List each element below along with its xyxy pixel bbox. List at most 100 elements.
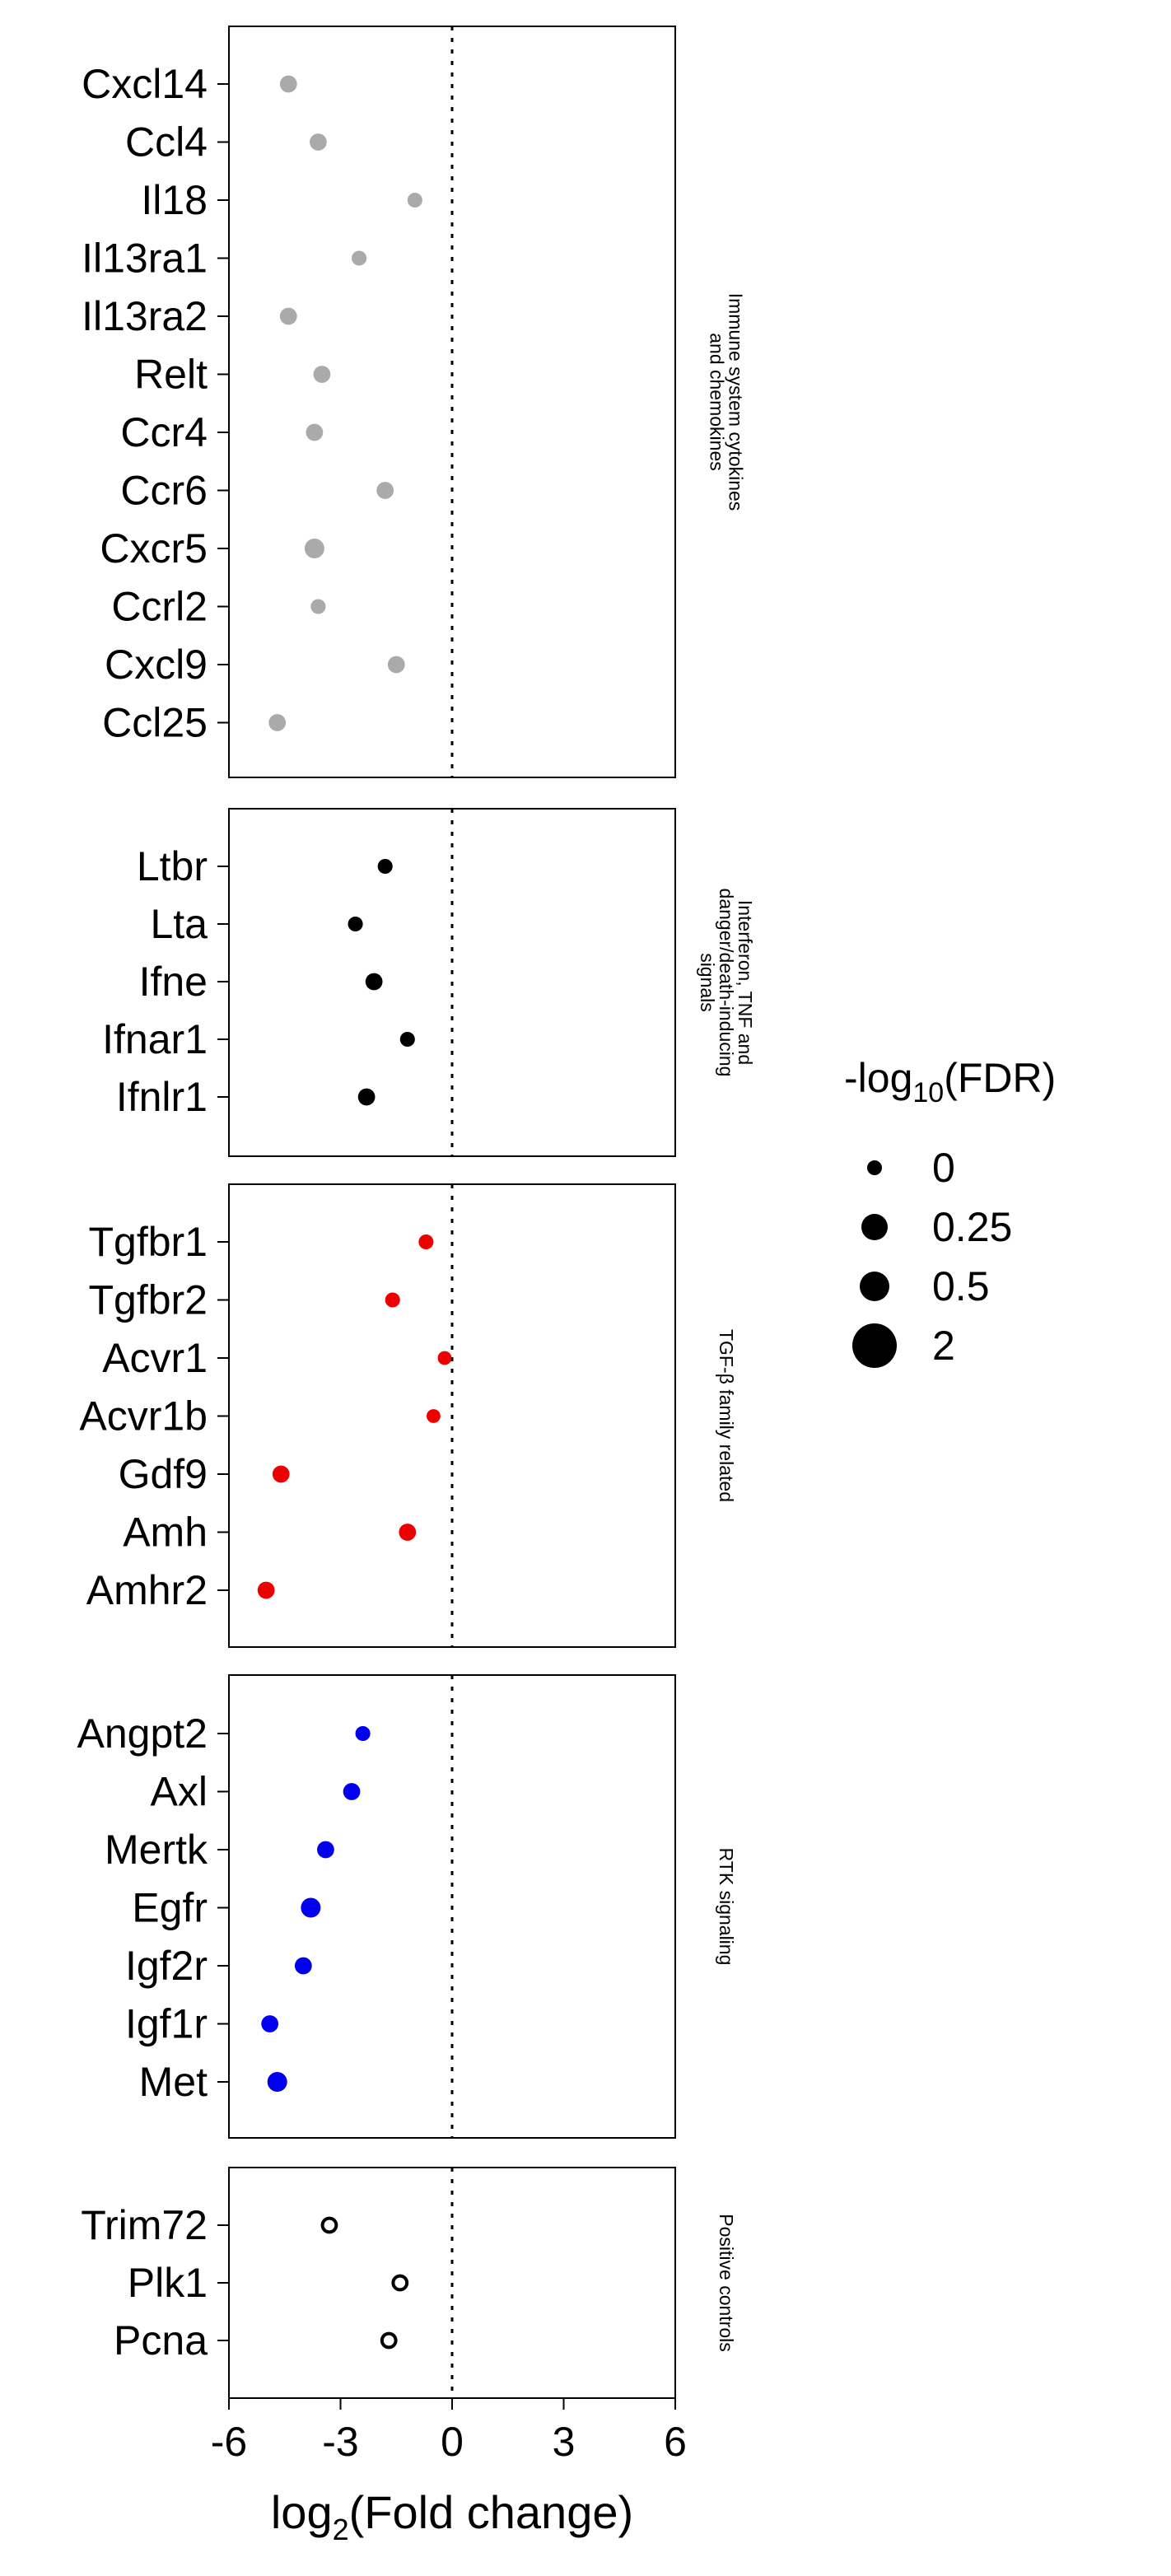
legend-title: -log10(FDR) [844, 1055, 1056, 1108]
y-tick-label: Ltbr [137, 843, 208, 889]
x-axis-title-rest: (Fold change) [349, 2486, 634, 2538]
data-point [385, 1292, 400, 1308]
data-point [357, 1088, 376, 1106]
y-tick-label: Il18 [141, 177, 208, 223]
y-tick-label: Gdf9 [119, 1451, 208, 1497]
data-point [301, 1897, 321, 1918]
y-tick-label: Acvr1 [102, 1335, 208, 1381]
data-point [313, 366, 331, 383]
data-point [343, 1783, 361, 1800]
x-tick-label: 0 [441, 2419, 464, 2465]
y-tick-label: Axl [151, 1769, 208, 1815]
data-point [348, 916, 363, 932]
legend-title-rest: (FDR) [944, 1055, 1056, 1101]
data-point [380, 2331, 398, 2350]
y-tick-label: Il13ra2 [82, 293, 208, 339]
y-tick-label: Ccrl2 [111, 584, 208, 630]
data-point [352, 250, 367, 266]
y-tick-label: Ccl25 [102, 700, 208, 746]
y-tick-label: Igf2r [125, 1943, 208, 1989]
y-tick-label: Amh [123, 1510, 208, 1556]
x-tick-label: 3 [553, 2419, 576, 2465]
strip-label: danger/death-inducing [716, 889, 737, 1077]
y-tick-label: Cxcl9 [105, 642, 208, 688]
data-point [306, 423, 324, 441]
strip-label: Immune system cytokines [725, 293, 746, 511]
y-tick-label: Acvr1b [79, 1393, 208, 1440]
data-point [257, 1581, 275, 1599]
y-tick-label: Amhr2 [86, 1567, 208, 1613]
x-tick-label: -3 [322, 2419, 358, 2465]
y-tick-label: Relt [134, 352, 208, 398]
data-point [279, 307, 297, 325]
data-point [355, 1725, 371, 1742]
y-tick-label: Cxcr5 [100, 525, 208, 572]
data-point [407, 192, 422, 208]
data-point [279, 75, 297, 93]
y-tick-label: Il13ra1 [82, 236, 208, 282]
data-point [365, 973, 383, 991]
legend-swatch [852, 1323, 897, 1368]
x-tick-label: -6 [211, 2419, 247, 2465]
y-tick-label: Cxcl14 [82, 61, 208, 107]
data-point [310, 599, 326, 614]
legend-title-subscript: 10 [912, 1077, 944, 1108]
strip-label: Interferon, TNF and [735, 900, 756, 1065]
y-tick-label: Egfr [132, 1885, 208, 1931]
data-point [399, 1031, 415, 1048]
y-tick-label: Trim72 [81, 2202, 208, 2248]
y-tick-label: Ccr6 [120, 468, 208, 514]
x-axis-title: log2(Fold change) [271, 2486, 633, 2546]
data-point [267, 2072, 287, 2092]
legend-swatch [867, 1160, 882, 1175]
y-tick-label: Pcna [114, 2317, 208, 2364]
legend-label: 0 [932, 1145, 955, 1191]
data-point [317, 1841, 334, 1859]
legend-label: 0.5 [932, 1263, 990, 1309]
y-tick-label: Mertk [105, 1827, 208, 1873]
y-tick-label: Igf1r [125, 2001, 208, 2047]
data-point [391, 2274, 409, 2292]
data-point [294, 1957, 312, 1975]
data-point [320, 2216, 338, 2234]
y-tick-label: Angpt2 [77, 1710, 208, 1757]
data-point [399, 1524, 417, 1541]
data-point [387, 656, 405, 674]
y-tick-label: Met [139, 2059, 208, 2105]
data-point [377, 858, 393, 875]
y-tick-label: Ccr4 [120, 409, 208, 455]
y-tick-label: Plk1 [128, 2260, 208, 2306]
data-point [310, 133, 327, 151]
legend-swatch [861, 1214, 888, 1240]
legend-title-main: -log [844, 1055, 912, 1101]
y-tick-label: Ccl4 [125, 119, 208, 166]
data-point [376, 482, 394, 499]
y-tick-label: Ifnar1 [102, 1016, 208, 1062]
strip-label: signals [697, 953, 718, 1012]
data-point [418, 1234, 434, 1250]
strip-label: TGF-β family related [716, 1329, 737, 1502]
strip-label: and chemokines [706, 333, 727, 471]
legend-label: 2 [932, 1323, 955, 1369]
legend-swatch [860, 1272, 889, 1301]
y-tick-label: Lta [150, 901, 208, 947]
y-tick-label: Ifnlr1 [116, 1074, 208, 1120]
x-tick-label: 6 [664, 2419, 687, 2465]
data-point [272, 1465, 290, 1483]
y-tick-label: Tgfbr2 [88, 1277, 208, 1323]
data-point [437, 1351, 452, 1365]
data-point [427, 1409, 441, 1423]
strip-label: RTK signaling [716, 1848, 737, 1966]
y-tick-label: Tgfbr1 [88, 1219, 208, 1265]
x-axis-title-subscript: 2 [333, 2513, 349, 2546]
data-point [268, 714, 287, 731]
y-tick-label: Ifne [139, 959, 208, 1005]
x-axis-title-main: log [271, 2486, 333, 2538]
data-point [261, 2015, 279, 2032]
data-point [304, 539, 324, 558]
legend-label: 0.25 [932, 1204, 1012, 1250]
panel-frame [228, 26, 676, 778]
strip-label: Positive controls [716, 2214, 737, 2351]
